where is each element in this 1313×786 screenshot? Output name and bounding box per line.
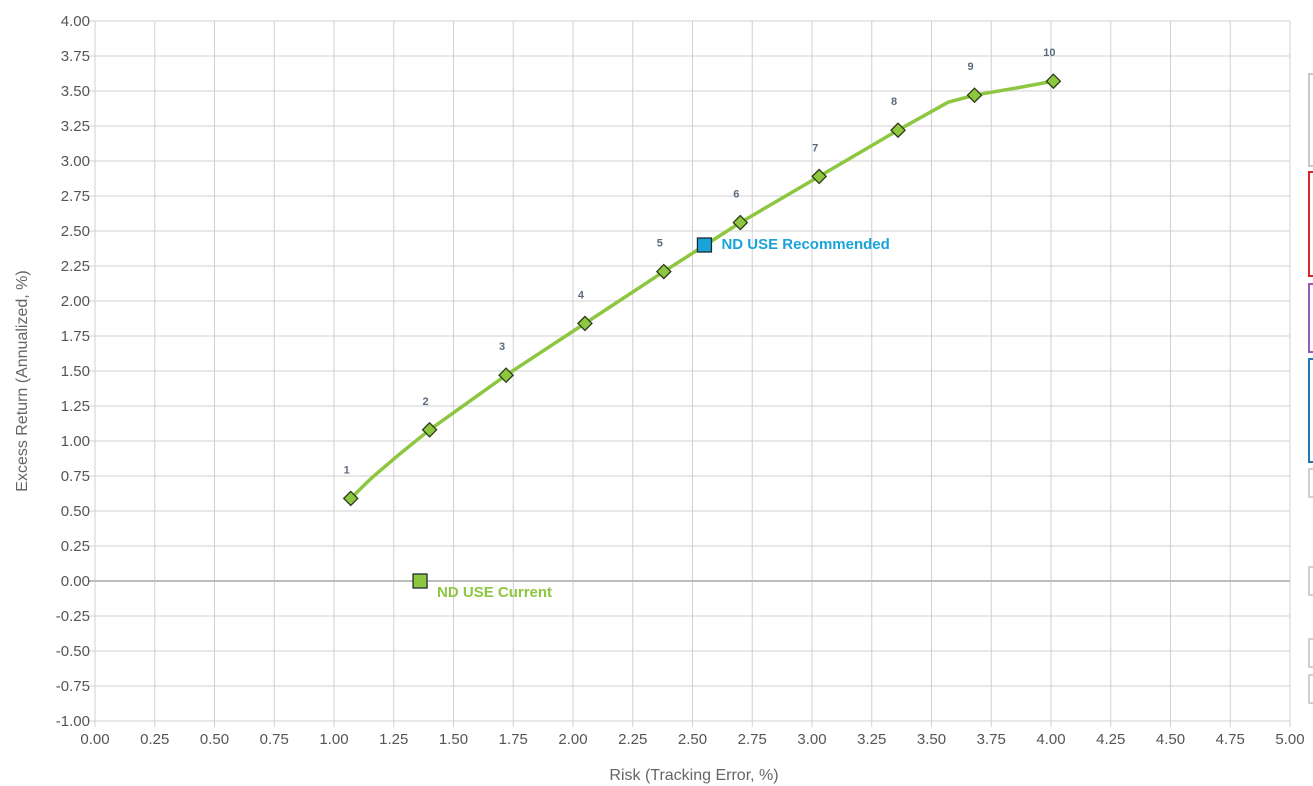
x-tick-label: 3.75 [977,731,1006,748]
y-axis-title: Excess Return (Annualized, %) [14,270,31,491]
frontier-point-marker [890,122,906,139]
y-tick-label: 3.50 [61,83,90,100]
y-tick-label: 0.75 [61,468,90,485]
y-tick-label: 2.75 [61,188,90,205]
frontier-point-marker [421,421,438,438]
frontier-point-marker [655,263,672,280]
y-tick-label: 3.25 [61,118,90,135]
x-tick-label: 0.50 [200,731,229,748]
frontier-point-label: 5 [657,238,663,250]
x-tick-label: 2.50 [678,731,707,748]
x-tick-label: 1.50 [439,731,468,748]
x-tick-label: 4.00 [1036,731,1065,748]
y-tick-label: 2.50 [61,223,90,240]
frontier-point-marker [577,315,593,332]
annotation-label: ND USE Current [437,584,552,601]
x-tick-label: 0.25 [140,731,169,748]
y-tick-label: -0.50 [56,643,90,660]
frontier-point-label: 7 [812,142,818,154]
frontier-point-marker [811,168,828,185]
side-panel-item [1308,171,1313,277]
y-tick-label: -0.75 [56,678,90,695]
side-panel-item [1308,358,1313,463]
side-panel-item [1308,73,1313,167]
frontier-point-marker [498,367,514,384]
y-tick-label: 3.00 [61,153,90,170]
y-tick-label: 1.50 [61,363,90,380]
y-tick-label: 2.00 [61,293,90,310]
y-tick-label: 1.00 [61,433,90,450]
x-tick-label: 2.00 [558,731,587,748]
side-panel-item [1308,638,1313,668]
y-tick-label: 1.25 [61,398,90,415]
x-tick-label: 1.00 [319,731,348,748]
frontier-point-label: 6 [733,189,739,201]
x-tick-label: 3.25 [857,731,886,748]
annotations: ND USE Recommended ND USE Current [412,236,890,601]
side-panel-item [1308,283,1313,353]
frontier-point-label: 1 [344,464,350,476]
x-tick-label: 2.75 [738,731,767,748]
y-tick-label: 0.50 [61,503,90,520]
frontier-point-label: 2 [423,396,429,408]
x-tick-label: 1.25 [379,731,408,748]
x-tick-label: 4.75 [1216,731,1245,748]
frontier-point-label: 3 [499,341,505,353]
y-tick-label: 0.00 [61,573,90,590]
x-tick-label: 5.00 [1275,731,1304,748]
y-tick-labels: 4.00 3.75 3.50 3.25 3.00 2.75 2.50 2.25 2.00 1.75… [56,13,90,730]
annotation-label: ND USE Recommended [721,236,889,253]
frontier-point-marker [966,87,983,104]
annotation-marker [696,237,713,253]
frontier-point-label: 4 [578,289,585,301]
y-tick-label: -0.25 [56,608,90,625]
x-tick-label: 0.00 [80,731,109,748]
frontier-series: 1 2 3 4 5 6 7 8 9 10 [342,47,1062,507]
frontier-point-marker [1045,73,1062,90]
x-tick-label: 4.25 [1096,731,1125,748]
frontier-line [348,79,1056,501]
x-tick-label: 4.50 [1156,731,1185,748]
side-panel-item [1308,468,1313,498]
x-axis-title: Risk (Tracking Error, %) [609,767,778,784]
x-tick-label: 0.75 [260,731,289,748]
frontier-point-marker [342,490,359,507]
frontier-point-label: 9 [967,61,973,73]
y-tick-label: 2.25 [61,258,90,275]
y-tick-label: 0.25 [61,538,90,555]
side-panel-item [1308,674,1313,704]
side-panel-item [1308,566,1313,596]
y-tick-label: 1.75 [61,328,90,345]
x-tick-label: 3.00 [797,731,826,748]
annotation-marker [412,573,428,589]
frontier-point-marker [732,214,749,231]
frontier-point-label: 8 [891,96,897,108]
y-tick-label: 4.00 [61,13,90,30]
frontier-point-label: 10 [1043,47,1055,59]
x-tick-label: 3.50 [917,731,946,748]
y-tick-label: -1.00 [56,713,90,730]
x-tick-label: 1.75 [499,731,528,748]
y-tick-label: 3.75 [61,48,90,65]
x-tick-labels: 0.00 0.25 0.50 0.75 1.00 1.25 1.50 1.75 2.00 2.25… [80,731,1304,748]
grid [89,20,1291,727]
x-tick-label: 2.25 [618,731,647,748]
